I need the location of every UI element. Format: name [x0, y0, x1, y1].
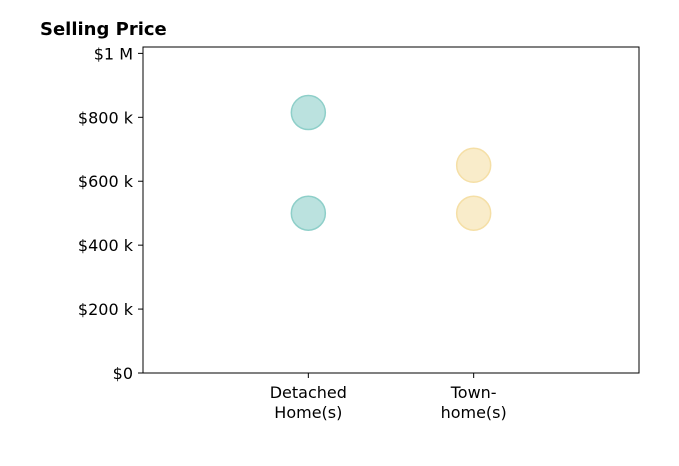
y-tick-label: $1 M — [94, 44, 133, 63]
y-axis: $0 $200 k $400 k $600 k $800 k $1 M — [78, 44, 143, 383]
data-points — [290, 94, 492, 231]
data-point — [455, 195, 492, 231]
data-point — [290, 94, 327, 131]
data-point — [290, 195, 327, 231]
data-point — [455, 147, 492, 184]
y-tick-label: $0 — [113, 364, 133, 383]
y-tick-label: $600 k — [78, 172, 134, 191]
chart-title: Selling Price — [40, 19, 167, 40]
y-tick-label: $800 k — [78, 108, 134, 127]
plot-area-frame — [142, 46, 640, 374]
x-tick-label: Detached — [270, 383, 347, 402]
x-tick-label: Town- — [450, 383, 497, 402]
x-tick-label: home(s) — [441, 403, 507, 422]
y-tick-label: $200 k — [78, 300, 134, 319]
x-tick-label: Home(s) — [274, 403, 342, 422]
y-tick-label: $400 k — [78, 236, 134, 255]
